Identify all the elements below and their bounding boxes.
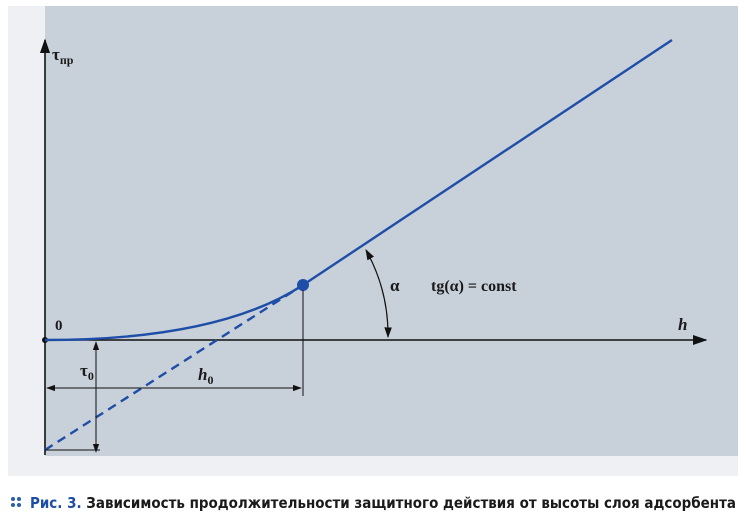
h0: h: [198, 365, 207, 384]
caption-icon: [11, 497, 21, 507]
caption-number: Рис. 3.: [30, 494, 82, 512]
angle-arc: [365, 249, 392, 339]
y-axis-label: τпр: [52, 45, 74, 67]
angle-label: α: [390, 276, 400, 295]
caption: Рис. 3. Зависимость продолжительности за…: [30, 494, 736, 512]
formula: tg(α) = const: [431, 278, 517, 295]
x-axis-label: h: [678, 315, 687, 334]
caption-text: Зависимость продолжительности защитного …: [86, 494, 736, 512]
h0-label: h0: [198, 365, 213, 387]
plot-panel: [45, 6, 738, 456]
y-label-sub: пр: [60, 53, 74, 67]
initial-curve: [44, 283, 304, 342]
y-label: τ: [52, 45, 60, 64]
tau0-sub: 0: [88, 369, 94, 383]
h0-sub: 0: [207, 373, 213, 387]
tau0: τ: [80, 361, 88, 380]
tau0-label: τ0: [80, 361, 94, 383]
linear-part: [302, 39, 673, 286]
extrapolation-line: [44, 283, 304, 452]
transition-point: [297, 279, 309, 291]
origin-label: 0: [55, 318, 63, 334]
